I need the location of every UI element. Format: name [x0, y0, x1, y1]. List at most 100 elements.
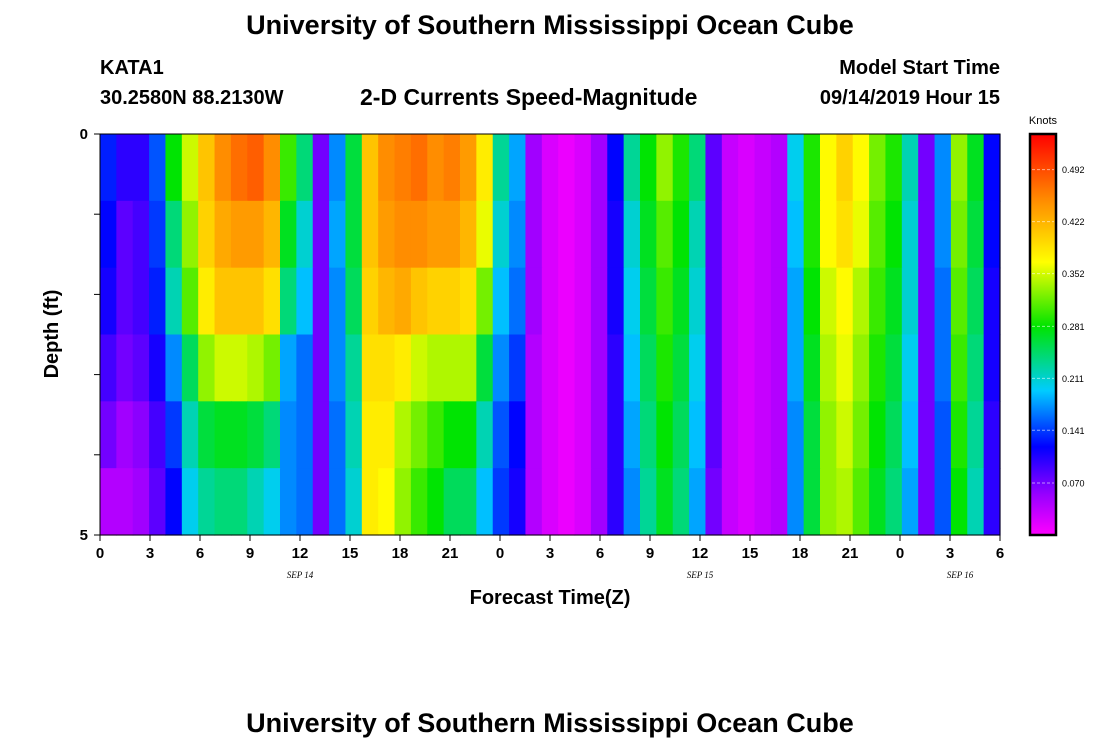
heatmap-cell [869, 200, 887, 269]
heatmap-cell [492, 134, 510, 202]
heatmap-cell [198, 200, 216, 269]
heatmap-cell [541, 468, 559, 536]
heatmap-cell [181, 134, 199, 202]
heatmap-cell [738, 267, 756, 336]
heatmap-cell [558, 267, 576, 336]
heatmap-cell [934, 267, 952, 336]
heatmap-cell [214, 334, 232, 402]
heatmap-cell [198, 468, 216, 536]
heatmap-cell [950, 401, 968, 469]
heatmap-cell [443, 468, 461, 536]
heatmap-cell [967, 267, 985, 336]
heatmap-cell [689, 468, 707, 536]
date-label: SEP 15 [687, 570, 714, 580]
x-tick-label: 21 [842, 545, 859, 562]
heatmap-cell [263, 468, 281, 536]
heatmap-cell [132, 401, 150, 469]
heatmap-cells [100, 134, 1001, 536]
heatmap-cell [443, 334, 461, 402]
heatmap-cell [149, 401, 167, 469]
station-coordinates: 30.2580N 88.2130W [100, 87, 284, 109]
colorbar: Knots 0.492 0.422 0.352 0.281 0.211 0.141 0.07… [1028, 115, 1085, 537]
heatmap-cell [950, 134, 968, 202]
heatmap-cell [181, 468, 199, 536]
heatmap-cell [427, 134, 445, 202]
heatmap-cell [574, 334, 592, 402]
heatmap-cell [607, 401, 625, 469]
heatmap-cell [607, 334, 625, 402]
date-label: SEP 14 [287, 570, 314, 580]
date-label: SEP 16 [947, 570, 974, 580]
heatmap-cell [230, 134, 248, 202]
heatmap-cell [312, 468, 330, 536]
heatmap-cell [754, 468, 772, 536]
heatmap-cell [558, 401, 576, 469]
heatmap-cell [100, 468, 117, 536]
heatmap-cell [165, 200, 183, 269]
heatmap-cell [672, 468, 690, 536]
heatmap-cell [263, 334, 281, 402]
heatmap-cell [901, 401, 919, 469]
heatmap-cell [754, 334, 772, 402]
heatmap-cell [100, 134, 117, 202]
y-axis: 05 [80, 126, 100, 544]
heatmap-cell [394, 267, 412, 336]
heatmap-cell [705, 267, 723, 336]
station-id: KATA1 [100, 57, 164, 79]
heatmap-cell [950, 334, 968, 402]
heatmap-cell [607, 468, 625, 536]
heatmap-cell [885, 134, 903, 202]
heatmap-cell [247, 334, 265, 402]
heatmap-cell [230, 200, 248, 269]
heatmap-cell [721, 134, 739, 202]
heatmap-cell [361, 468, 379, 536]
heatmap-cell [901, 267, 919, 336]
heatmap-cell [836, 134, 854, 202]
heatmap-cell [394, 334, 412, 402]
heatmap-cell [803, 267, 821, 336]
heatmap-cell [509, 267, 527, 336]
heatmap-cell [541, 401, 559, 469]
x-tick-label: 18 [392, 545, 409, 562]
heatmap-cell [590, 334, 608, 402]
page-title: University of Southern Mississippi Ocean… [246, 10, 854, 40]
heatmap-cell [312, 200, 330, 269]
colorbar-tick-label: 0.352 [1062, 269, 1085, 279]
heatmap-cell [705, 134, 723, 202]
heatmap-cell [329, 267, 347, 336]
heatmap-cell [427, 267, 445, 336]
heatmap-cell [754, 200, 772, 269]
heatmap-cell [280, 200, 297, 269]
heatmap-cell [165, 334, 183, 402]
x-axis: 0 3 6 9 12 15 18 21 0 3 6 9 12 15 18 21 0 3 6 SEP 14 SEP 15 S… [96, 535, 1004, 580]
heatmap-cell [918, 200, 936, 269]
heatmap-cell [770, 200, 788, 269]
heatmap-cell [869, 267, 887, 336]
heatmap-cell [492, 200, 510, 269]
heatmap-cell [247, 134, 265, 202]
heatmap-cell [345, 267, 363, 336]
heatmap-cell [820, 468, 837, 536]
heatmap-cell [230, 334, 248, 402]
colorbar-tick-label: 0.281 [1062, 322, 1085, 332]
colorbar-tick-label: 0.070 [1062, 479, 1085, 489]
heatmap-cell [770, 401, 788, 469]
heatmap-cell [247, 401, 265, 469]
heatmap-cell [901, 134, 919, 202]
heatmap-cell [427, 401, 445, 469]
heatmap-cell [689, 267, 707, 336]
heatmap-cell [787, 267, 805, 336]
heatmap-cell [427, 334, 445, 402]
heatmap-cell [852, 200, 870, 269]
heatmap-cell [181, 334, 199, 402]
heatmap-cell [574, 267, 592, 336]
heatmap-cell [901, 468, 919, 536]
x-tick-label: 15 [342, 545, 359, 562]
heatmap-cell [394, 401, 412, 469]
heatmap-cell [361, 401, 379, 469]
heatmap-cell [460, 468, 477, 536]
heatmap-cell [198, 267, 216, 336]
heatmap-cell [836, 401, 854, 469]
heatmap-cell [754, 267, 772, 336]
